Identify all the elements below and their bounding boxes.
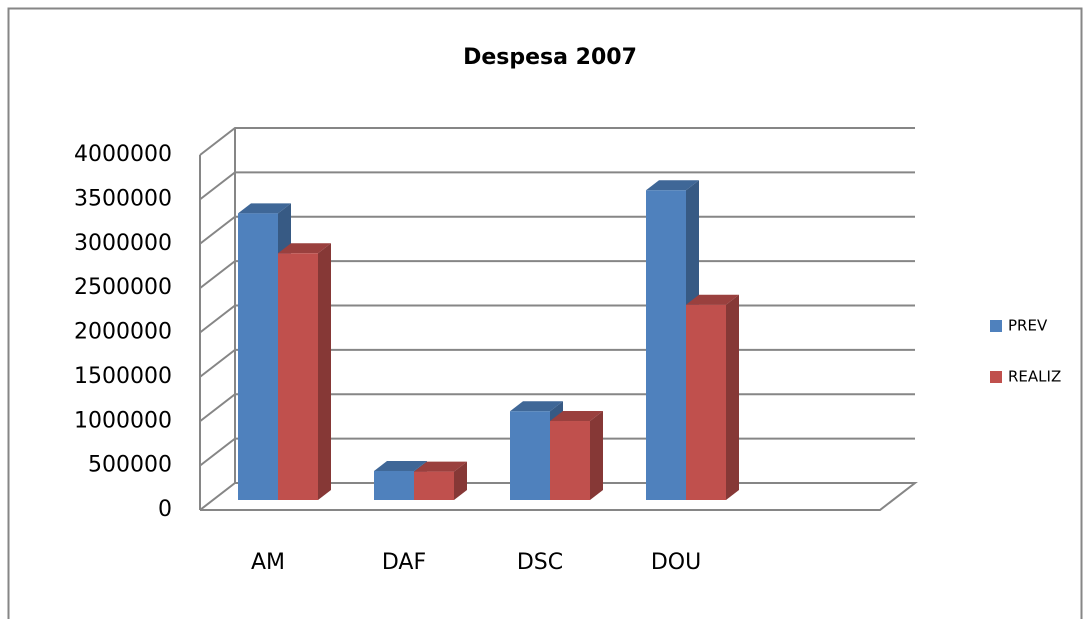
bar-front [510, 411, 550, 500]
y-tick-label: 1500000 [74, 364, 172, 389]
bar-front [374, 470, 414, 500]
y-tick-label: 1000000 [74, 408, 172, 433]
chart-title: Despesa 2007 [463, 45, 637, 70]
y-tick-label: 3000000 [74, 231, 172, 256]
bar-side [454, 461, 467, 500]
bar-top [238, 203, 291, 214]
bar-front [550, 421, 590, 500]
bar-top [550, 411, 603, 422]
bar [278, 243, 331, 500]
bar-top [510, 401, 563, 412]
bar-top [414, 461, 467, 472]
chart-border [7, 7, 1083, 619]
y-tick-label: 2000000 [74, 320, 172, 345]
bar-front [238, 213, 278, 500]
y-tick-label: 0 [158, 497, 172, 522]
y-tick-label: 2500000 [74, 275, 172, 300]
y-tick-label: 4000000 [74, 142, 172, 167]
bar [550, 411, 603, 500]
x-tick-label: DAF [382, 550, 426, 575]
legend-label: PREV [1008, 317, 1048, 335]
bar-top [374, 460, 427, 471]
legend-swatch [990, 371, 1002, 383]
y-tick-label: 500000 [88, 453, 172, 478]
bar-front [686, 304, 726, 500]
bar-top [646, 180, 699, 191]
x-tick-label: AM [251, 550, 285, 575]
x-tick-label: DSC [517, 550, 563, 575]
x-tick-label: DOU [651, 550, 701, 575]
bar-front [278, 253, 318, 500]
bar-side [590, 411, 603, 500]
bar [414, 461, 467, 500]
bar-side [318, 243, 331, 500]
legend-swatch [990, 320, 1002, 332]
y-tick-label: 3500000 [74, 186, 172, 211]
bar-side [726, 294, 739, 500]
bar-front [414, 471, 454, 500]
bar-front [646, 190, 686, 500]
bar-top [686, 294, 739, 305]
bar [686, 294, 739, 500]
legend-label: REALIZ [1008, 368, 1061, 386]
bar-top [278, 243, 331, 254]
